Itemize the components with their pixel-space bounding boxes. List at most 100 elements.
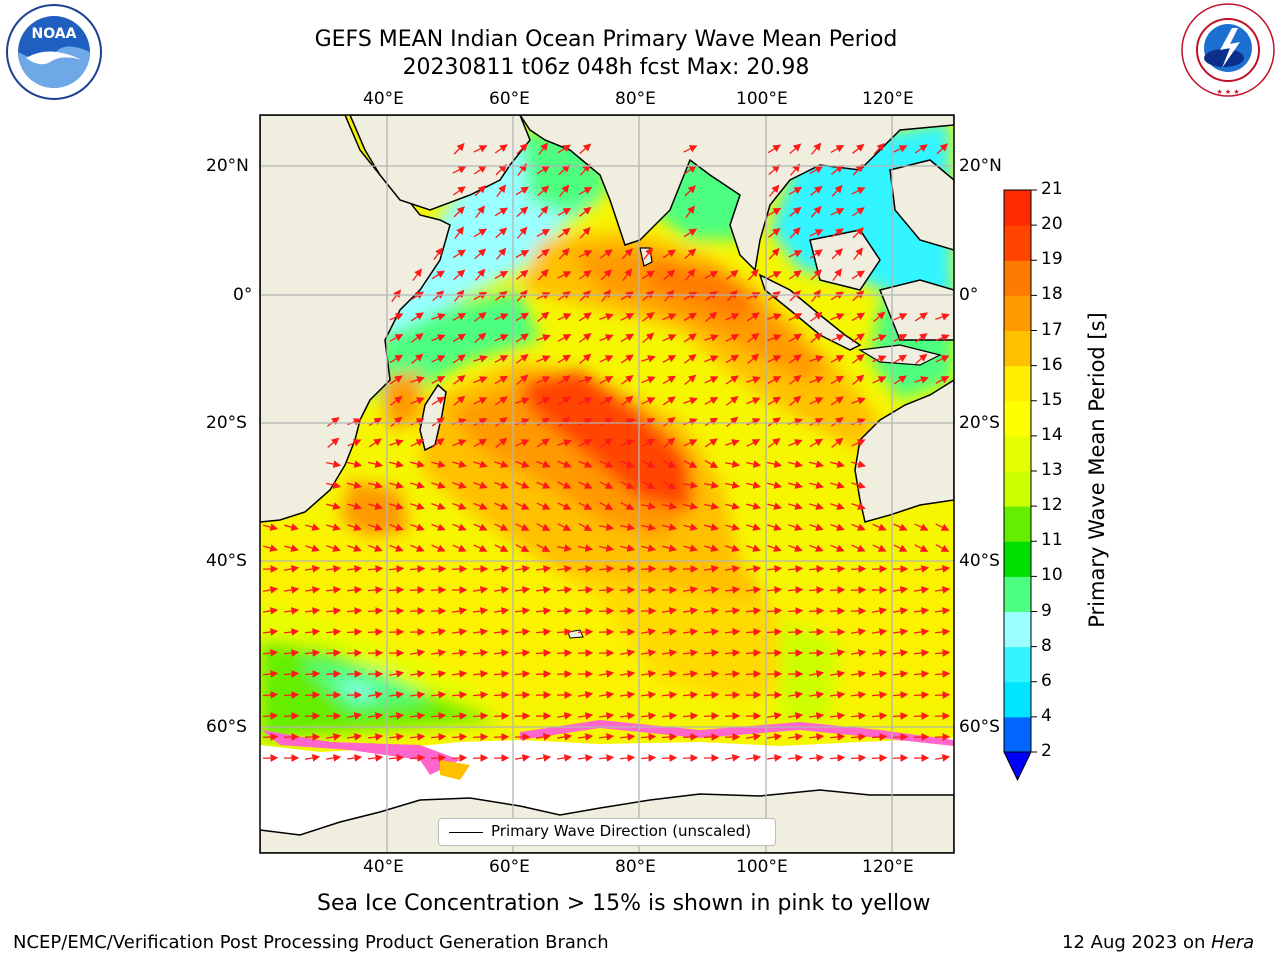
wave-direction-arrow (622, 268, 632, 281)
wave-direction-arrow (558, 396, 571, 406)
wave-direction-arrow (599, 481, 614, 489)
wave-direction-arrow (726, 416, 739, 427)
wave-direction-arrow (431, 355, 446, 363)
wave-direction-arrow (892, 586, 909, 594)
wave-direction-arrow (934, 691, 951, 699)
wave-direction-arrow (454, 289, 465, 302)
wave-direction-arrow (535, 586, 552, 594)
wave-direction-arrow (494, 544, 509, 552)
wave-direction-arrow (599, 460, 614, 468)
wave-direction-arrow (768, 438, 781, 448)
colorbar-tick-label: 18 (1041, 284, 1063, 305)
wave-direction-arrow (514, 670, 531, 678)
wave-direction-arrow (810, 332, 823, 343)
wave-direction-arrow (263, 523, 279, 531)
noaa-logo-text: NOAA (32, 26, 77, 42)
wave-direction-arrow (578, 460, 593, 468)
wave-direction-arrow (451, 691, 468, 699)
colorbar-segments (1003, 189, 1032, 782)
wave-direction-arrow (495, 164, 507, 176)
legend-label: Primary Wave Direction (unscaled) (491, 822, 752, 840)
wave-direction-arrow (935, 376, 950, 384)
lon-tick-top-40e: 40°E (363, 89, 404, 109)
wave-direction-arrow (410, 523, 425, 531)
svg-text:★ ★ ★: ★ ★ ★ (1216, 88, 1239, 96)
wave-direction-arrow (662, 481, 677, 490)
wave-direction-arrow (788, 270, 802, 280)
wave-direction-arrow (704, 481, 720, 489)
wave-direction-arrow (536, 165, 551, 175)
wave-direction-arrow (704, 355, 719, 363)
wave-direction-arrow (495, 290, 508, 301)
wave-direction-arrow (599, 502, 614, 510)
wave-direction-arrow (535, 670, 552, 678)
wave-direction-arrow (913, 691, 930, 699)
wave-direction-arrow (767, 271, 782, 279)
colorbar-segment (1004, 295, 1031, 331)
wave-direction-arrow (493, 565, 510, 573)
wave-direction-arrow (829, 586, 846, 594)
wave-direction-arrow (325, 733, 342, 741)
lon-tick-bottom-80e: 80°E (615, 857, 656, 877)
wave-direction-arrow (810, 269, 822, 281)
wave-direction-arrow (515, 397, 530, 405)
wave-direction-arrow (830, 355, 845, 363)
colorbar (1003, 189, 1037, 782)
wave-direction-arrow (830, 460, 846, 468)
wave-direction-arrow (578, 544, 594, 552)
wave-direction-arrow (557, 207, 572, 216)
wave-direction-arrow (640, 649, 657, 657)
wave-direction-arrow (304, 670, 321, 678)
wave-direction-arrow (599, 417, 613, 427)
wave-direction-arrow (892, 733, 909, 741)
wave-direction-arrow (767, 396, 782, 406)
colorbar-tick-label: 8 (1041, 635, 1052, 656)
wave-direction-arrow (515, 186, 530, 196)
wave-direction-arrow (619, 733, 636, 741)
wave-direction-arrow (494, 460, 509, 468)
wave-direction-arrow (535, 733, 552, 741)
wave-direction-arrow (388, 565, 405, 573)
wave-direction-arrow (662, 375, 677, 385)
wave-direction-arrow (474, 248, 487, 260)
noaa-logo-icon: NOAA (6, 4, 102, 100)
wave-direction-arrow (809, 397, 824, 405)
wave-direction-arrow (452, 354, 466, 364)
colorbar-segment (1004, 435, 1031, 472)
wave-direction-arrow (767, 291, 781, 301)
wave-direction-arrow (430, 565, 447, 573)
wave-direction-arrow (410, 460, 426, 468)
wave-direction-arrow (808, 733, 825, 741)
wave-direction-arrow (473, 502, 488, 510)
wave-direction-arrow (809, 460, 825, 468)
wave-direction-arrow (388, 670, 405, 678)
wave-direction-arrow (433, 247, 443, 260)
wave-direction-arrow (472, 691, 489, 699)
colorbar-segment (1004, 681, 1031, 718)
wave-direction-arrow (621, 395, 634, 406)
wave-direction-arrow (873, 311, 886, 322)
wave-direction-arrow (390, 416, 403, 427)
wave-direction-arrow (346, 649, 363, 657)
wave-direction-arrow (809, 418, 824, 426)
wave-direction-arrow (682, 733, 699, 741)
wave-direction-arrow (451, 607, 468, 615)
wave-direction-arrow (641, 544, 657, 552)
wave-direction-arrow (641, 418, 656, 426)
wave-direction-arrow (304, 628, 321, 636)
wave-direction-arrow (935, 355, 950, 363)
wave-direction-arrow (284, 544, 299, 552)
wave-direction-arrow (684, 354, 697, 364)
wave-direction-arrow (619, 670, 636, 678)
colorbar-ticks (1031, 189, 1037, 753)
wave-direction-arrow (830, 313, 845, 321)
wave-direction-arrow (724, 565, 741, 573)
wave-direction-arrow (809, 376, 824, 384)
wave-direction-arrow (853, 247, 863, 260)
wave-direction-arrow (535, 565, 552, 573)
wave-direction-arrow (538, 142, 548, 155)
wave-direction-arrow (536, 355, 551, 363)
wave-direction-arrow (557, 334, 572, 342)
wave-direction-arrow (703, 649, 720, 657)
wave-direction-arrow (473, 228, 488, 238)
